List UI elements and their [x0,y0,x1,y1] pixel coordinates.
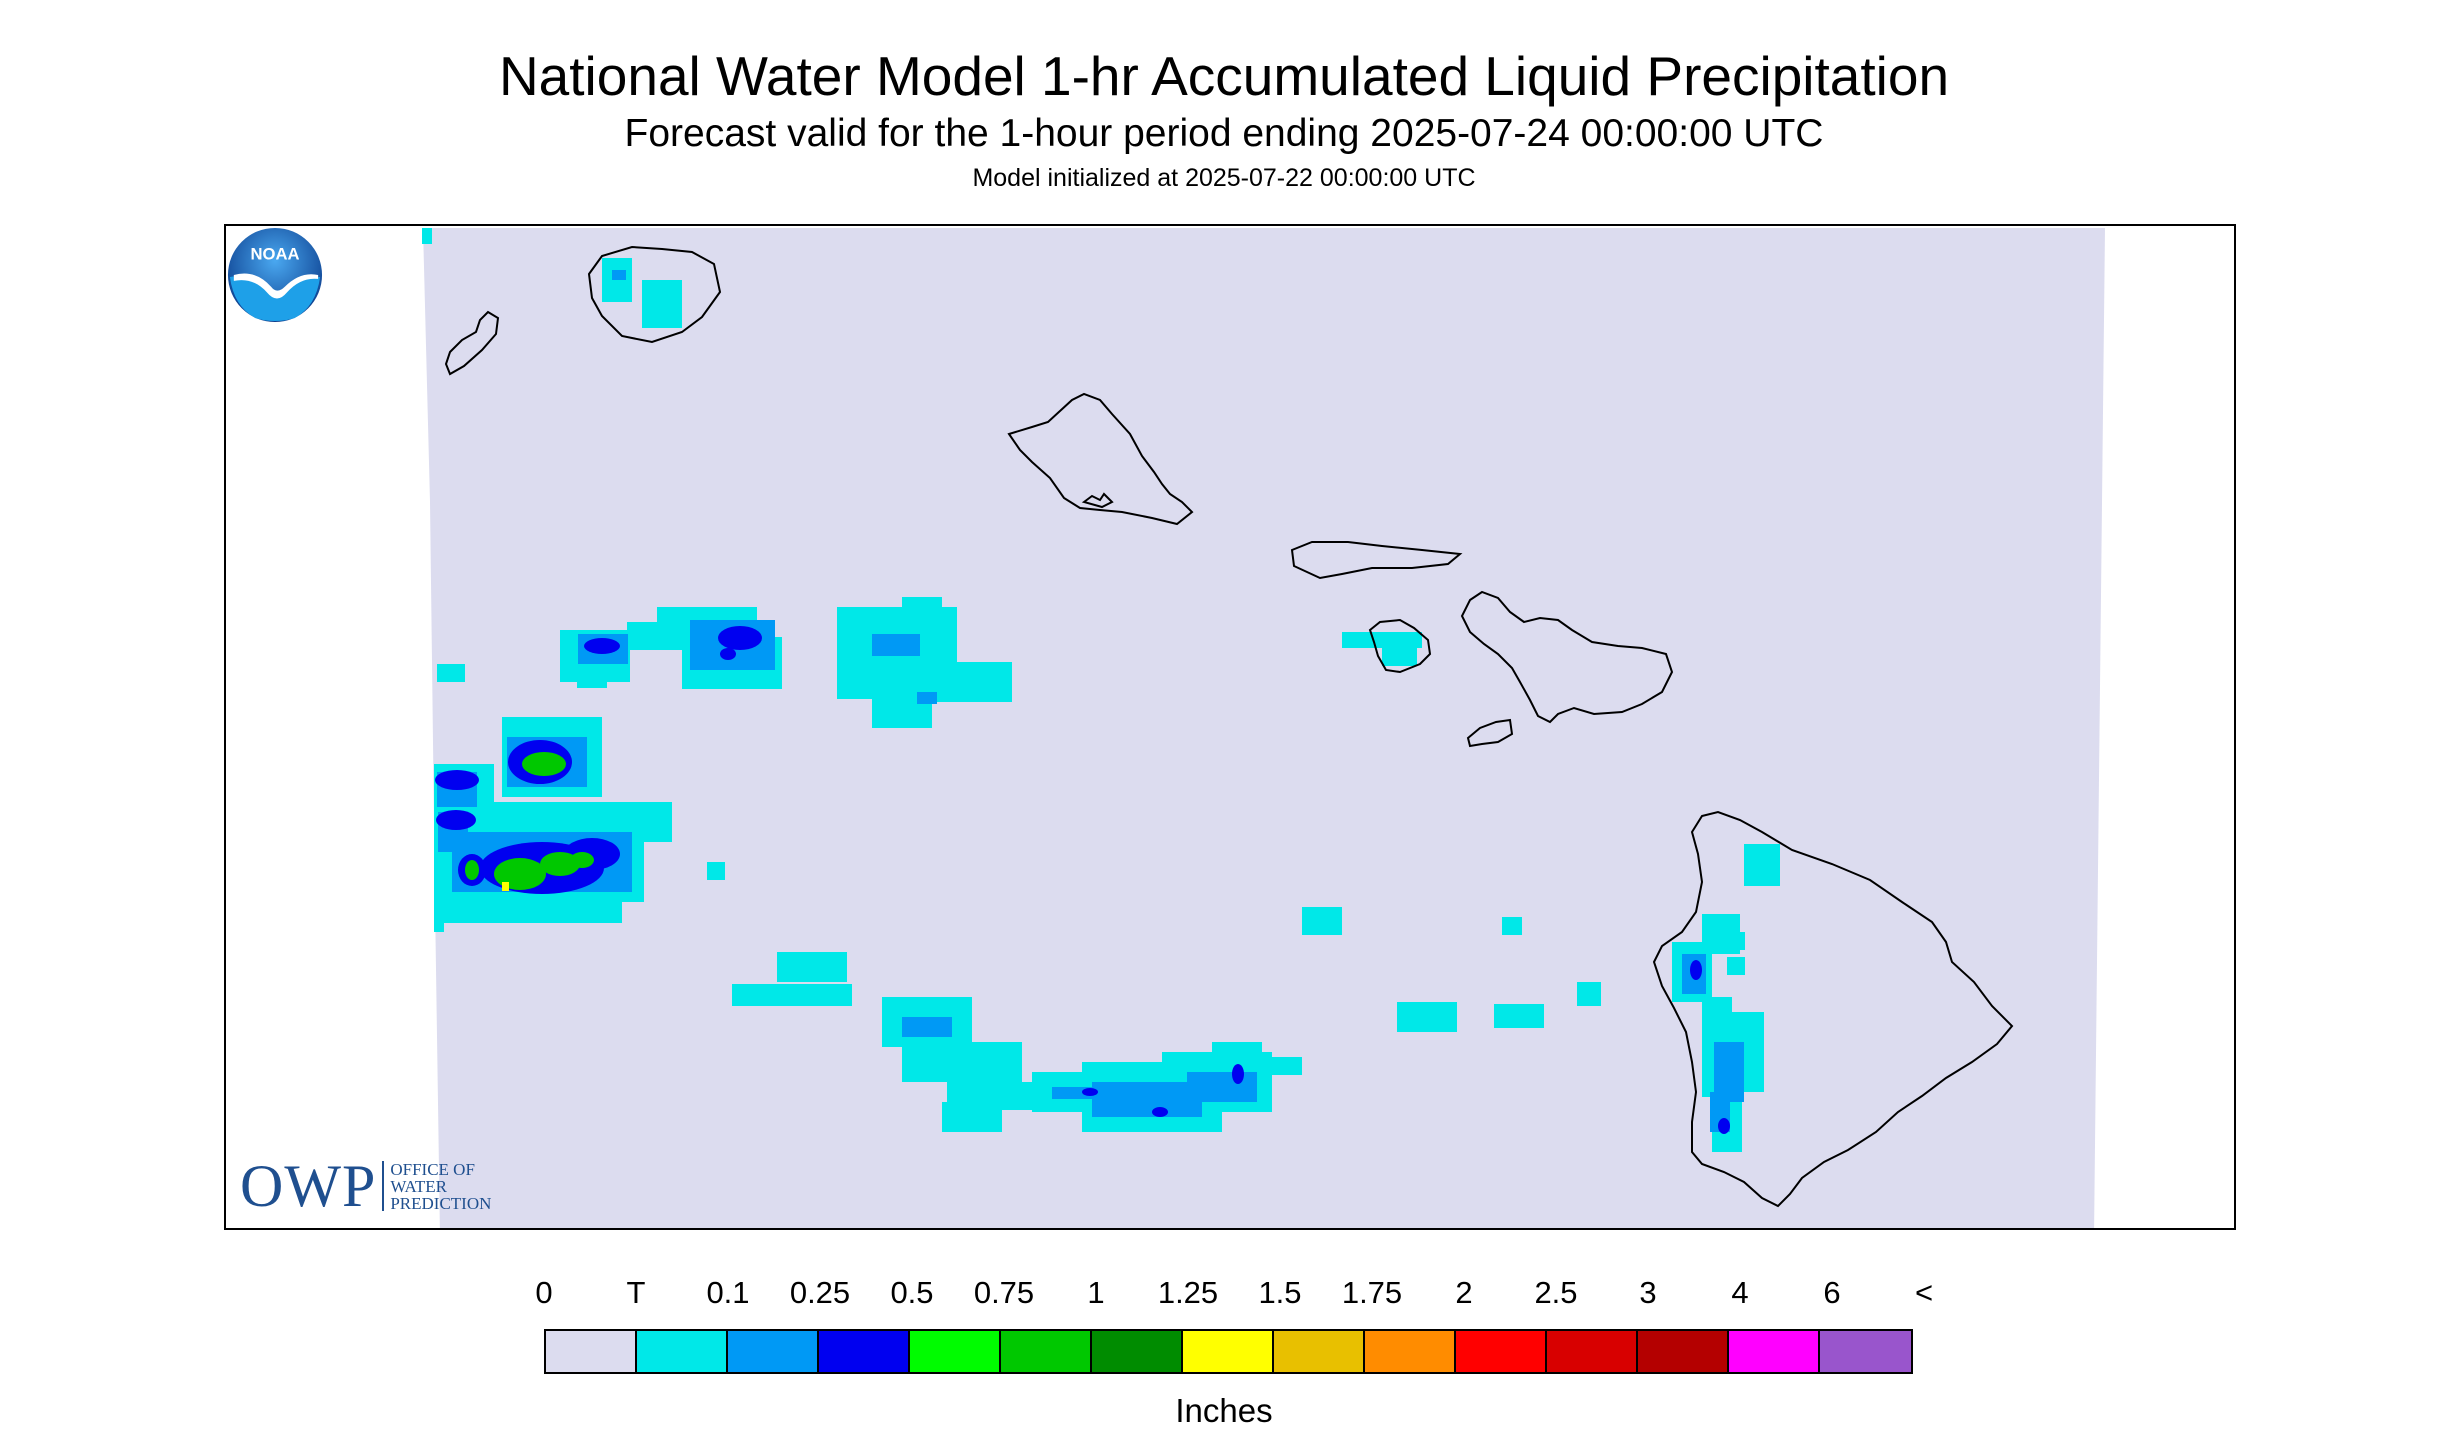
owp-line-3: PREDICTION [390,1193,492,1213]
owp-logo: OWP OFFICE OF WATER PREDICTION [240,1156,491,1216]
legend-label: 0.75 [973,1275,1035,1310]
legend-colorbar [544,1329,1913,1374]
legend-swatch [819,1331,910,1372]
molokai-coast [1290,541,1463,580]
owp-logo-text: OWP [240,1153,377,1219]
precip-area [902,1017,1257,1117]
noaa-logo-text: NOAA [250,244,299,263]
owp-line-2: WATER [390,1176,448,1196]
model-init-text: Model initialized at 2025-07-22 00:00:00… [972,164,1476,192]
map-canvas [422,228,2105,1228]
legend-swatch [637,1331,728,1372]
legend-swatch [1456,1331,1547,1372]
legend-labels: 0 T 0.1 0.25 0.5 0.75 1 1.25 1.5 1.75 2 … [0,1275,2448,1315]
legend-swatch [1365,1331,1456,1372]
precip-area [612,270,626,280]
coastlines [444,245,2014,1208]
legend-swatch [1092,1331,1183,1372]
legend-swatch [728,1331,819,1372]
legend-swatch [1274,1331,1365,1372]
map-title: National Water Model 1-hr Accumulated Li… [498,45,1950,107]
legend-swatch [1729,1331,1820,1372]
legend-label: 0.25 [789,1275,851,1310]
legend-swatch [910,1331,1001,1372]
precip-area [1082,1064,1244,1117]
precipitation-map: OWP OFFICE OF WATER PREDICTION NOAA [224,224,2236,1230]
precip-area [502,882,509,891]
legend-swatch [1820,1331,1911,1372]
maui-coast [1460,590,1674,724]
legend-label: 1.75 [1341,1275,1403,1310]
legend-label: 0 [535,1275,553,1310]
legend-swatch [1547,1331,1638,1372]
kauai-coast [587,245,722,344]
pearl-harbor-coast [1081,492,1114,509]
legend-label: 0.1 [706,1275,750,1310]
legend-label: 1.25 [1157,1275,1219,1310]
noaa-logo: NOAA [227,227,323,323]
legend-label: 3 [1639,1275,1657,1310]
legend-label: 2.5 [1534,1275,1578,1310]
precip-area [584,626,762,660]
big-island-coast [1652,810,2014,1208]
oahu-coast [1007,392,1194,526]
owp-line-1: OFFICE OF [390,1159,475,1179]
legend-label: 4 [1731,1275,1749,1310]
legend-swatch [546,1331,637,1372]
owp-logo-divider [382,1161,385,1211]
legend-label: 1.5 [1258,1275,1302,1310]
owp-logo-subtext: OFFICE OF WATER PREDICTION [390,1161,491,1212]
lanai-coast [1368,618,1432,674]
kahoolawe-coast [1466,718,1514,748]
precip-area [1690,960,1730,1134]
legend-label: 6 [1823,1275,1841,1310]
niihau-coast [444,310,500,376]
legend-swatch [1001,1331,1092,1372]
legend-label: 1 [1087,1275,1105,1310]
legend-swatch [1638,1331,1729,1372]
legend-label: 0.5 [890,1275,934,1310]
legend-label: < [1914,1275,1934,1310]
precipitation-cells [422,228,1780,1152]
legend-label: 2 [1455,1275,1473,1310]
legend-units: Inches [1175,1392,1273,1429]
legend-label: T [626,1275,646,1310]
legend-swatch [1183,1331,1274,1372]
map-subtitle: Forecast valid for the 1-hour period end… [624,112,1824,155]
